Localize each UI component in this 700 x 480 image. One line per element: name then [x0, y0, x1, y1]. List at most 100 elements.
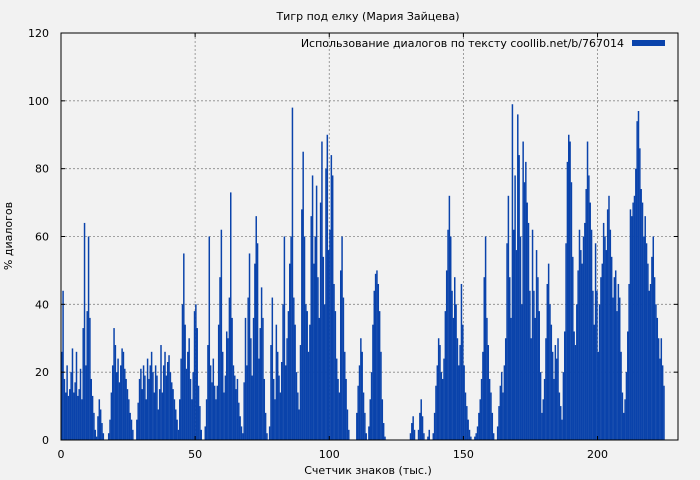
bar: [541, 412, 543, 440]
y-tick-label: 0: [42, 434, 49, 447]
bar: [550, 324, 553, 440]
bar: [114, 345, 117, 440]
bar: [67, 395, 70, 440]
bar: [87, 236, 90, 440]
bar: [503, 365, 506, 440]
bar: [545, 338, 547, 440]
bar: [594, 243, 597, 440]
bar: [99, 409, 102, 440]
bar: [70, 372, 72, 440]
bar: [329, 229, 331, 440]
bar: [631, 216, 633, 440]
bar: [192, 372, 194, 440]
bar: [279, 392, 282, 440]
bar: [287, 311, 290, 440]
bar: [588, 175, 590, 440]
bar: [412, 416, 414, 440]
bar: [132, 429, 134, 440]
bar: [578, 229, 581, 440]
x-axis-ticks: 0 50 100 150 200: [58, 33, 608, 461]
bar: [136, 419, 138, 440]
bar: [486, 317, 488, 440]
bar: [141, 389, 143, 441]
bar: [517, 114, 519, 441]
bar: [252, 317, 255, 440]
bar: [549, 304, 551, 440]
bar: [209, 365, 212, 440]
bar: [278, 375, 280, 440]
bar: [125, 378, 127, 440]
bar: [255, 216, 257, 440]
bar: [558, 392, 561, 440]
bar: [478, 412, 480, 440]
bar: [161, 392, 164, 440]
bar: [645, 243, 648, 440]
bar: [162, 365, 165, 440]
bar: [282, 304, 284, 440]
legend: Использование диалогов по тексту coollib…: [301, 37, 665, 50]
bar: [464, 392, 467, 440]
bar: [444, 311, 447, 440]
bar: [593, 324, 595, 440]
bar: [625, 372, 628, 440]
bar: [224, 375, 227, 440]
bar: [538, 311, 540, 440]
bar: [514, 175, 516, 440]
bar: [577, 270, 579, 440]
bar: [411, 423, 413, 440]
bar: [542, 399, 545, 440]
bar: [341, 236, 343, 440]
bar: [640, 189, 642, 440]
bar: [264, 412, 267, 440]
bar: [377, 283, 380, 440]
bar: [454, 277, 456, 440]
x-tick-label: 200: [587, 448, 608, 461]
bar: [275, 324, 278, 440]
bar: [243, 382, 245, 440]
bar: [122, 351, 125, 440]
bar: [183, 253, 185, 440]
bar: [633, 195, 636, 440]
bar: [130, 419, 133, 440]
bar: [263, 378, 266, 440]
bar: [600, 277, 602, 440]
bar: [534, 317, 536, 440]
bar: [335, 358, 338, 440]
bar: [357, 385, 359, 440]
bar: [657, 338, 660, 440]
bar: [154, 365, 157, 440]
bar: [358, 365, 361, 440]
bar: [585, 189, 587, 440]
bar: [543, 378, 546, 440]
bar: [522, 141, 524, 440]
bar: [71, 348, 74, 440]
bar: [94, 429, 97, 440]
bar: [199, 406, 201, 440]
bar: [217, 324, 220, 440]
bar: [616, 311, 618, 440]
x-tick-label: 0: [58, 448, 65, 461]
bar: [370, 372, 373, 440]
bar: [378, 311, 381, 440]
bar: [632, 202, 634, 440]
bar: [319, 202, 322, 440]
bar: [437, 338, 440, 440]
bar: [77, 395, 79, 440]
bar: [115, 372, 118, 440]
bar: [180, 358, 182, 440]
bar: [547, 263, 550, 440]
bar: [85, 365, 87, 440]
bar: [260, 287, 263, 441]
bar: [448, 195, 451, 440]
bar: [314, 236, 316, 440]
bar: [69, 389, 71, 441]
bar: [499, 385, 502, 440]
bar: [128, 399, 130, 440]
bar: [342, 297, 345, 440]
bar: [176, 419, 178, 440]
bar: [361, 351, 363, 440]
bar: [413, 429, 416, 440]
bar: [107, 433, 110, 440]
bar: [372, 324, 374, 440]
x-tick-label: 100: [319, 448, 340, 461]
